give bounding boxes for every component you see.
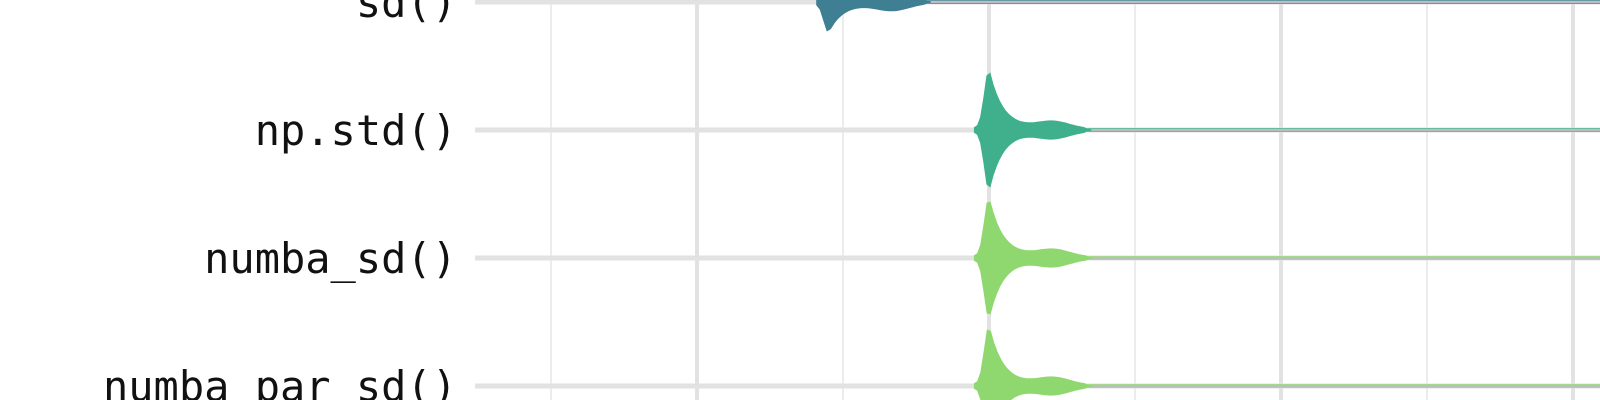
category-labels: sd() np.std() numba_sd() numba_par_sd() (103, 0, 457, 400)
category-label: numba_par_sd() (103, 362, 457, 400)
grid-rows (475, 0, 1600, 389)
category-label: np.std() (255, 106, 457, 155)
category-label: sd() (356, 0, 457, 27)
violins (816, 0, 1600, 400)
grid-minor (550, 0, 1428, 400)
violin-sd (816, 0, 1600, 32)
violin-numba-par-sd (973, 329, 1600, 400)
category-label: numba_sd() (204, 234, 457, 283)
